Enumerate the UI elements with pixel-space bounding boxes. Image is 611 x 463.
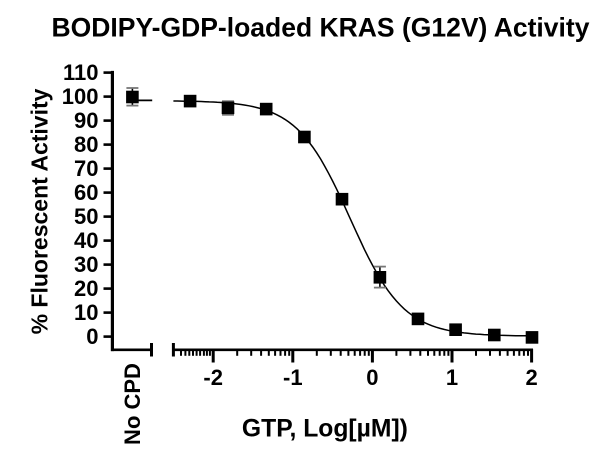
svg-text:2: 2 xyxy=(525,365,537,390)
svg-text:40: 40 xyxy=(74,228,98,253)
svg-text:0: 0 xyxy=(86,324,98,349)
svg-text:% Fluorescent Activity: % Fluorescent Activity xyxy=(27,88,53,334)
svg-text:100: 100 xyxy=(62,84,99,109)
svg-text:1: 1 xyxy=(446,365,458,390)
svg-text:-1: -1 xyxy=(283,365,303,390)
svg-text:GTP, Log[µM]): GTP, Log[µM]) xyxy=(242,415,408,442)
svg-text:20: 20 xyxy=(74,276,98,301)
svg-text:-2: -2 xyxy=(203,365,223,390)
svg-text:BODIPY-GDP-loaded KRAS (G12V): BODIPY-GDP-loaded KRAS (G12V) Activity xyxy=(52,12,590,42)
svg-text:No CPD: No CPD xyxy=(120,363,145,445)
svg-text:90: 90 xyxy=(74,108,98,133)
svg-text:110: 110 xyxy=(63,60,99,85)
svg-text:0: 0 xyxy=(366,365,378,390)
svg-text:10: 10 xyxy=(74,300,98,325)
svg-text:80: 80 xyxy=(74,132,98,157)
svg-text:60: 60 xyxy=(74,180,98,205)
svg-text:70: 70 xyxy=(74,156,98,181)
svg-text:50: 50 xyxy=(74,204,98,229)
svg-text:30: 30 xyxy=(74,252,98,277)
